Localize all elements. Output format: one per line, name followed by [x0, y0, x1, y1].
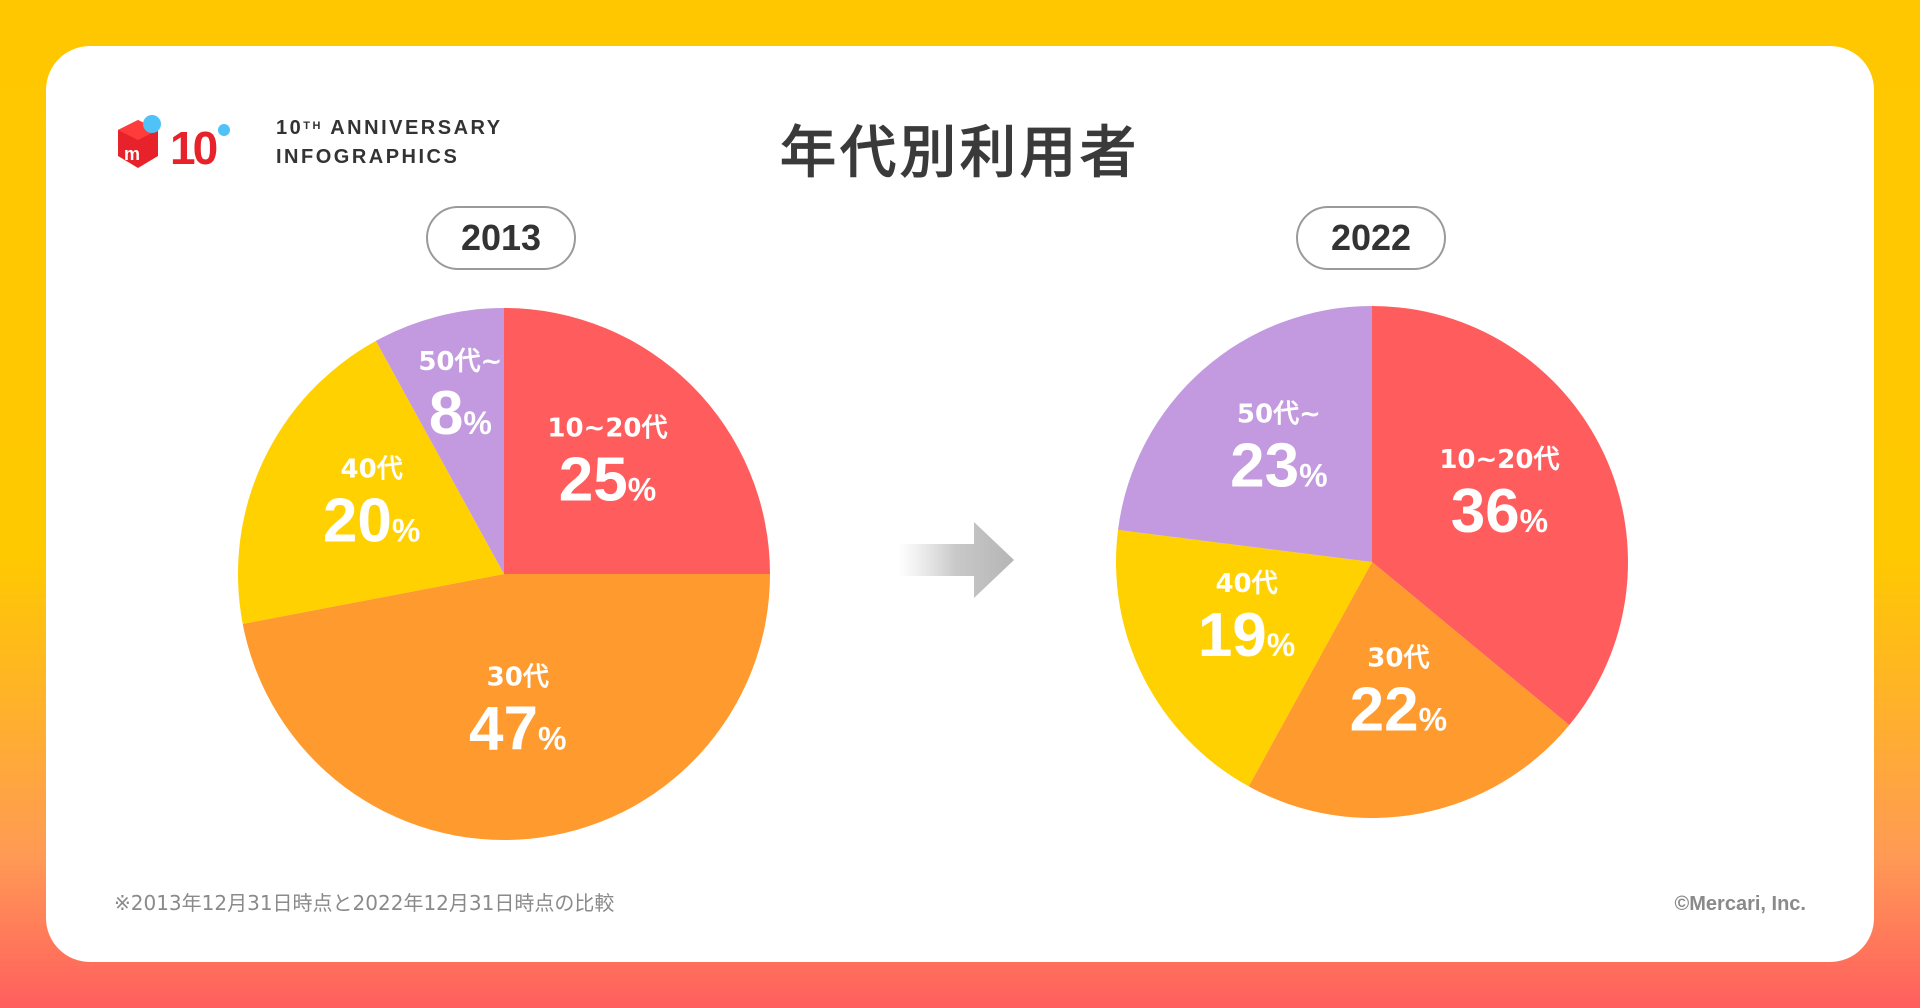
- slice-category-label: 40代: [1215, 569, 1277, 599]
- slice-category-label: 30代: [1367, 643, 1429, 673]
- infographic-card: m 10 10TH ANNIVERSARY INFOGRAPHICS 年代別利用…: [46, 46, 1874, 962]
- year-badge-2013: 2013: [426, 206, 576, 270]
- slice-value-label: 19%: [1198, 601, 1295, 670]
- pie-slice-2022-0: [1372, 306, 1628, 726]
- slice-value-label: 23%: [1230, 431, 1327, 500]
- pie-slice-2022-1: [1248, 562, 1570, 818]
- slice-value-label: 8%: [429, 379, 492, 448]
- slice-category-label: 50代~: [418, 347, 502, 377]
- pie-slice-2013-0: [504, 308, 770, 574]
- mercari-10th-logo: m 10: [118, 115, 230, 174]
- slice-category-label: 10~20代: [547, 414, 667, 444]
- slice-value-label: 47%: [469, 695, 566, 764]
- slice-category-label: 40代: [341, 455, 403, 485]
- anniversary-label: 10TH ANNIVERSARY INFOGRAPHICS: [276, 117, 503, 168]
- logo-number: 10: [170, 122, 217, 174]
- footnote: ※2013年12月31日時点と2022年12月31日時点の比較: [114, 891, 615, 915]
- pie-slice-2022-3: [1118, 306, 1372, 562]
- slice-value-label: 22%: [1350, 675, 1447, 744]
- svg-text:m: m: [124, 144, 140, 164]
- pie-slice-2013-2: [237, 340, 504, 624]
- copyright: ©Mercari, Inc.: [1674, 893, 1806, 915]
- slice-category-label: 10~20代: [1439, 445, 1559, 475]
- year-badge-2022: 2022: [1296, 206, 1446, 270]
- slice-value-label: 36%: [1451, 477, 1548, 546]
- slice-category-label: 30代: [487, 663, 549, 693]
- pie-charts: 10~20代25%30代47%40代20%50代~8%10~20代36%30代2…: [237, 306, 1628, 841]
- pie-slice-2013-1: [242, 574, 770, 841]
- pie-slice-2013-3: [375, 308, 504, 574]
- right-arrow-icon: [898, 522, 1014, 598]
- pie-slice-2022-2: [1116, 529, 1372, 787]
- slice-category-label: 50代~: [1237, 399, 1321, 429]
- page-title: 年代別利用者: [780, 121, 1140, 186]
- slice-value-label: 20%: [323, 487, 420, 556]
- slice-value-label: 25%: [559, 446, 656, 515]
